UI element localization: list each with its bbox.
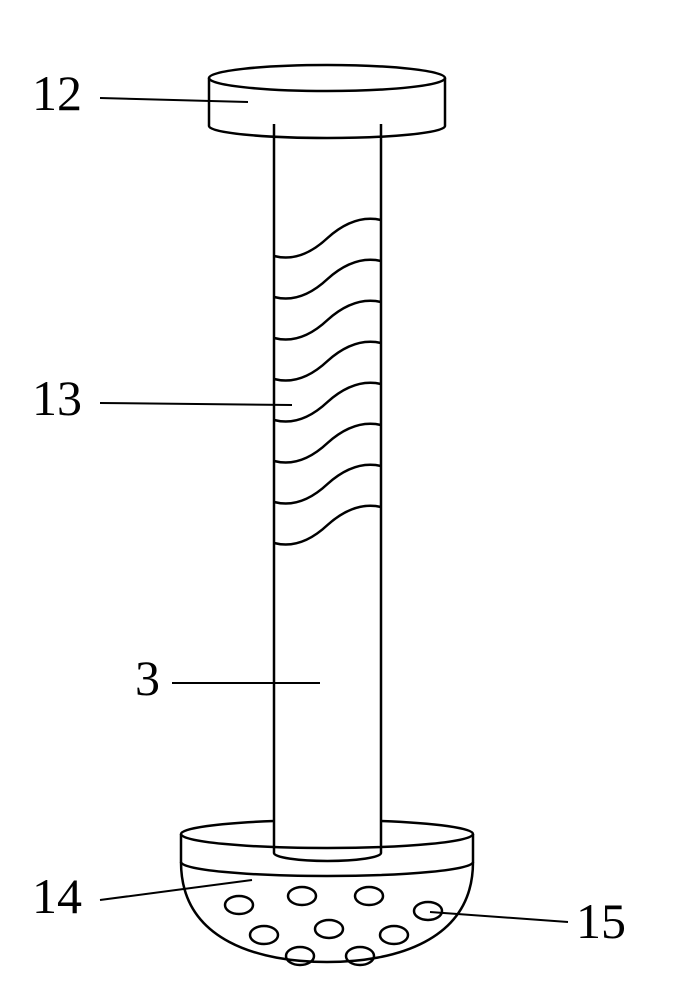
foot-hole bbox=[414, 902, 442, 920]
base-collar-bot-front bbox=[181, 862, 473, 876]
thread-line bbox=[274, 219, 381, 258]
base-collar-top-front bbox=[181, 834, 473, 848]
foot-hole bbox=[225, 896, 253, 914]
label-3: 3 bbox=[135, 650, 160, 706]
foot-hole bbox=[288, 887, 316, 905]
label-13: 13 bbox=[32, 370, 82, 426]
base-collar-top-back bbox=[181, 821, 274, 834]
thread-line bbox=[274, 260, 381, 299]
top-cap-top bbox=[209, 65, 445, 91]
leader-line bbox=[100, 403, 292, 405]
foot-hole bbox=[346, 947, 374, 965]
foot-hole bbox=[380, 926, 408, 944]
thread-line bbox=[274, 465, 381, 504]
leader-line bbox=[430, 912, 568, 922]
label-14: 14 bbox=[32, 868, 82, 924]
foot-hole bbox=[250, 926, 278, 944]
base-collar-top-back bbox=[381, 821, 473, 834]
thread-line bbox=[274, 506, 381, 545]
thread-line bbox=[274, 424, 381, 463]
foot-hole bbox=[315, 920, 343, 938]
thread-line bbox=[274, 383, 381, 422]
foot-hole bbox=[355, 887, 383, 905]
thread-line bbox=[274, 342, 381, 381]
thread-line bbox=[274, 301, 381, 340]
shaft-base-arc bbox=[274, 853, 381, 861]
label-15: 15 bbox=[576, 893, 626, 949]
top-cap-bottom bbox=[209, 126, 445, 138]
label-12: 12 bbox=[32, 65, 82, 121]
foot-hole bbox=[286, 947, 314, 965]
leader-line bbox=[100, 880, 252, 900]
leader-line bbox=[100, 98, 248, 102]
